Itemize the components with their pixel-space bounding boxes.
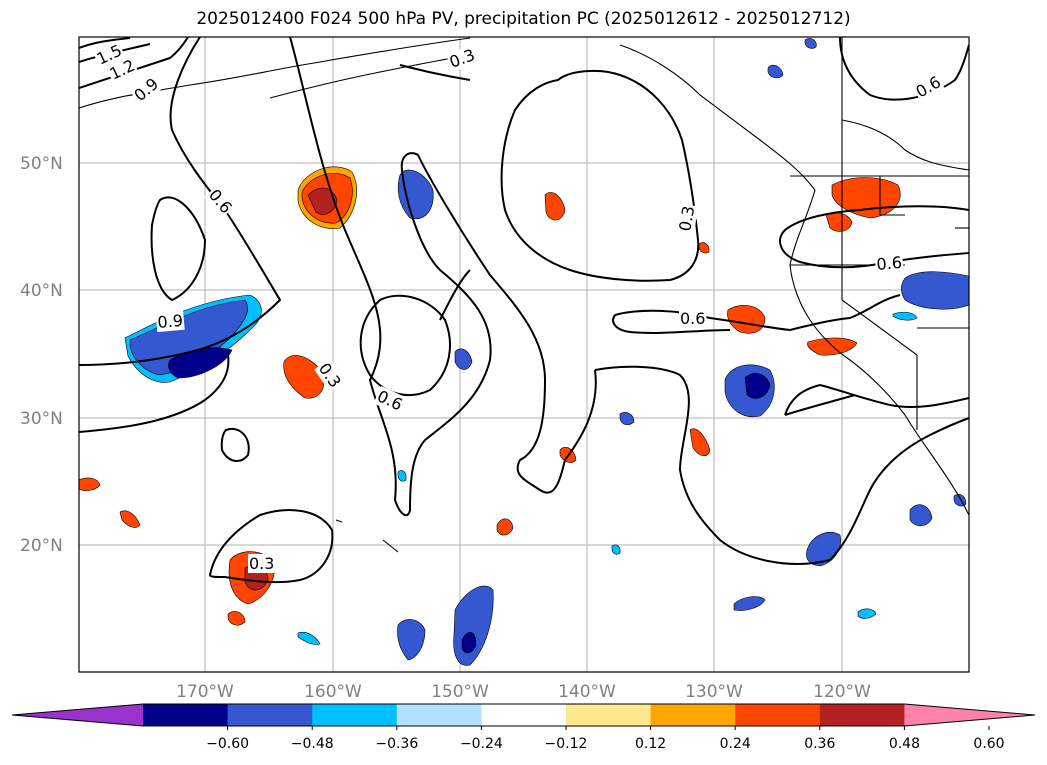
colorbar-segment: [819, 704, 905, 726]
map-area: 1.5 1.2 0.9 0.3 0.6 0.6 0.3 0.6 0.9 0.3 …: [79, 37, 969, 672]
lat-labels: 50°N 40°N 30°N 20°N: [20, 154, 63, 556]
contour-label: 0.3: [675, 204, 698, 232]
lon-label: 120°W: [813, 682, 871, 702]
colorbar-tick-label: 0.36: [804, 736, 835, 752]
contour-label-background: [105, 55, 139, 85]
contour-label: 0.6: [680, 309, 705, 328]
contour-label-background: [874, 252, 904, 275]
colorbar-outline: [11, 703, 1036, 727]
colorbar-segment: [650, 704, 736, 726]
pv-contours: [79, 37, 969, 584]
contour-label-background: [314, 358, 346, 392]
colorbar-tick-label: 0.60: [973, 736, 1004, 752]
lon-label: 130°W: [685, 682, 743, 702]
colorbar-segment: [481, 704, 567, 726]
colorbar-segment: [312, 704, 398, 726]
lon-label: 150°W: [431, 682, 489, 702]
colorbar-extend-max: [904, 704, 1035, 726]
colorbar-tick-label: −0.60: [206, 736, 249, 752]
colorbar: −0.60 −0.48 −0.36 −0.24 −0.12 0.12 0.24 0.36 0.4…: [11, 703, 1036, 752]
contour-label-background: [92, 40, 126, 70]
contour-label: 0.6: [876, 253, 903, 274]
lat-label: 50°N: [20, 154, 63, 174]
lon-label: 140°W: [558, 682, 616, 702]
colorbar-tick-label: −0.12: [545, 736, 588, 752]
map-frame: [78, 36, 970, 673]
lat-label: 30°N: [20, 409, 63, 429]
contour-label-background: [679, 309, 707, 328]
contour-label: 0.9: [157, 311, 184, 332]
colorbar-segment: [566, 704, 652, 726]
contour-label: 0.3: [249, 554, 274, 573]
lat-label: 20°N: [20, 536, 63, 556]
contour-label-background: [204, 184, 237, 218]
lon-label: 170°W: [176, 682, 234, 702]
colorbar-segment: [396, 704, 482, 726]
contour-label-background: [248, 554, 276, 573]
contour-label-background: [445, 44, 479, 73]
colorbar-tick-label: 0.48: [889, 736, 920, 752]
colorbar-extend-min: [12, 704, 143, 726]
lon-label: 160°W: [304, 682, 362, 702]
map-title: 2025012400 F024 500 hPa PV, precipitatio…: [196, 9, 851, 29]
colorbar-tick-label: 0.12: [635, 736, 666, 752]
precipitation-blobs: [79, 38, 969, 666]
colorbar-tick-label: −0.24: [460, 736, 503, 752]
colorbar-segment: [143, 704, 229, 726]
lon-labels: 170°W 160°W 150°W 140°W 130°W 120°W: [176, 682, 871, 702]
contour-label-background: [155, 310, 185, 333]
contour-label-background: [675, 203, 699, 234]
contour-label-background: [373, 385, 407, 415]
colorbar-segment: [227, 704, 313, 726]
colorbar-tick-label: −0.48: [291, 736, 334, 752]
lat-label: 40°N: [20, 281, 63, 301]
contour-label-background: [911, 71, 945, 102]
contour-label-background: [129, 73, 163, 106]
colorbar-segment: [735, 704, 821, 726]
colorbar-tick-label: 0.24: [720, 736, 751, 752]
colorbar-tick-label: −0.36: [375, 736, 418, 752]
